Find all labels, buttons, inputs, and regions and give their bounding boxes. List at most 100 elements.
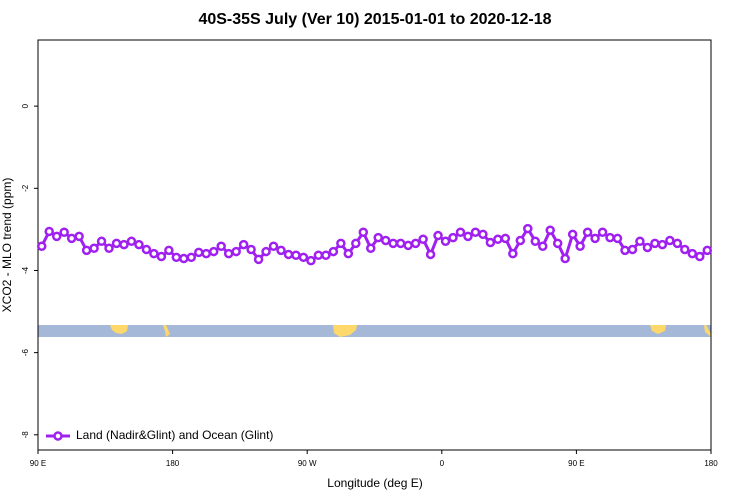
data-point [336, 238, 346, 249]
data-point [141, 244, 152, 255]
data-point [111, 238, 122, 249]
data-point [201, 248, 211, 259]
data-point [552, 238, 563, 249]
data-point [425, 249, 436, 260]
x-tick-label: 180 [166, 459, 180, 468]
ocean-band [38, 325, 711, 337]
data-point [268, 241, 279, 251]
x-tick-label: 0 [440, 459, 445, 468]
data-point [582, 227, 593, 238]
data-point [515, 235, 526, 246]
data-point [635, 236, 645, 247]
land [704, 325, 711, 337]
data-point [164, 245, 174, 256]
data-point [238, 239, 249, 250]
land [110, 325, 128, 334]
x-tick-label: 90 E [30, 459, 46, 468]
data-point [104, 243, 114, 254]
data-point [171, 252, 182, 263]
data-point [395, 238, 406, 249]
land-ocean-strip [38, 325, 711, 337]
x-tick-label: 90 E [568, 459, 584, 468]
data-point [388, 238, 398, 249]
data-point [680, 244, 690, 255]
data-point [321, 250, 331, 261]
data-point [74, 231, 84, 242]
data-point [306, 255, 316, 266]
x-tick-label: 180 [704, 459, 718, 468]
data-point [605, 232, 615, 243]
data-point [463, 231, 473, 242]
data-point [380, 235, 391, 246]
data-point [612, 233, 623, 244]
data-point [291, 250, 301, 261]
data-point [523, 223, 533, 234]
data-point [358, 227, 369, 238]
y-tick-label: -4 [21, 266, 30, 274]
data-point [500, 233, 511, 244]
data-point [179, 253, 189, 264]
data-point [440, 236, 451, 247]
data-point [96, 236, 107, 247]
data-point [455, 227, 466, 238]
y-tick-label: -2 [21, 184, 30, 192]
data-point [366, 243, 376, 254]
data-point [261, 246, 271, 257]
data-point [590, 233, 600, 244]
data-point [650, 238, 660, 249]
data-point [89, 243, 99, 254]
chart-title: 40S-35S July (Ver 10) 2015-01-01 to 2020… [198, 11, 551, 28]
data-point [410, 238, 421, 249]
y-axis-label: XCO2 - MLO trend (ppm) [0, 178, 14, 313]
y-tick-label: 0 [21, 103, 30, 108]
data-point [485, 237, 496, 248]
data-point [627, 244, 638, 255]
data-point [283, 249, 294, 260]
data-point [81, 245, 92, 256]
data-point [575, 241, 585, 251]
data-point [403, 240, 413, 251]
data-point [208, 246, 219, 257]
data-point [66, 233, 77, 244]
land [650, 325, 666, 334]
data-point [134, 239, 144, 250]
data-point [126, 236, 137, 247]
data-point [373, 232, 383, 243]
data-point [59, 227, 69, 238]
data-point [276, 245, 286, 256]
data-point [695, 251, 705, 262]
data-point [560, 253, 570, 264]
data-point [702, 245, 713, 256]
data-point [478, 229, 488, 240]
data-point [538, 241, 548, 251]
data-point [418, 234, 428, 244]
data-point [448, 232, 458, 243]
data-point [530, 236, 541, 247]
x-tick-label: 90 W [298, 459, 317, 468]
data-point [328, 246, 339, 257]
data-point [545, 225, 555, 235]
data-point [642, 242, 653, 253]
land [333, 325, 357, 337]
y-tick-label: -6 [21, 349, 30, 357]
y-tick-label: -8 [21, 431, 30, 439]
data-point [51, 231, 62, 242]
data-point [597, 227, 608, 238]
data-point [298, 252, 309, 263]
data-point [194, 247, 204, 258]
data-point [567, 229, 578, 240]
legend-marker [53, 431, 63, 441]
data-point [313, 250, 324, 261]
data-point [687, 248, 698, 259]
data-point [665, 235, 675, 246]
legend-label: Land (Nadir&Glint) and Ocean (Glint) [76, 428, 273, 442]
data-point [156, 251, 167, 262]
data-point [657, 239, 668, 250]
data-point [149, 248, 159, 259]
data-point [620, 245, 630, 256]
data-point [216, 241, 226, 251]
data-point [231, 246, 241, 257]
data-point [186, 252, 197, 263]
data-point [508, 248, 518, 259]
